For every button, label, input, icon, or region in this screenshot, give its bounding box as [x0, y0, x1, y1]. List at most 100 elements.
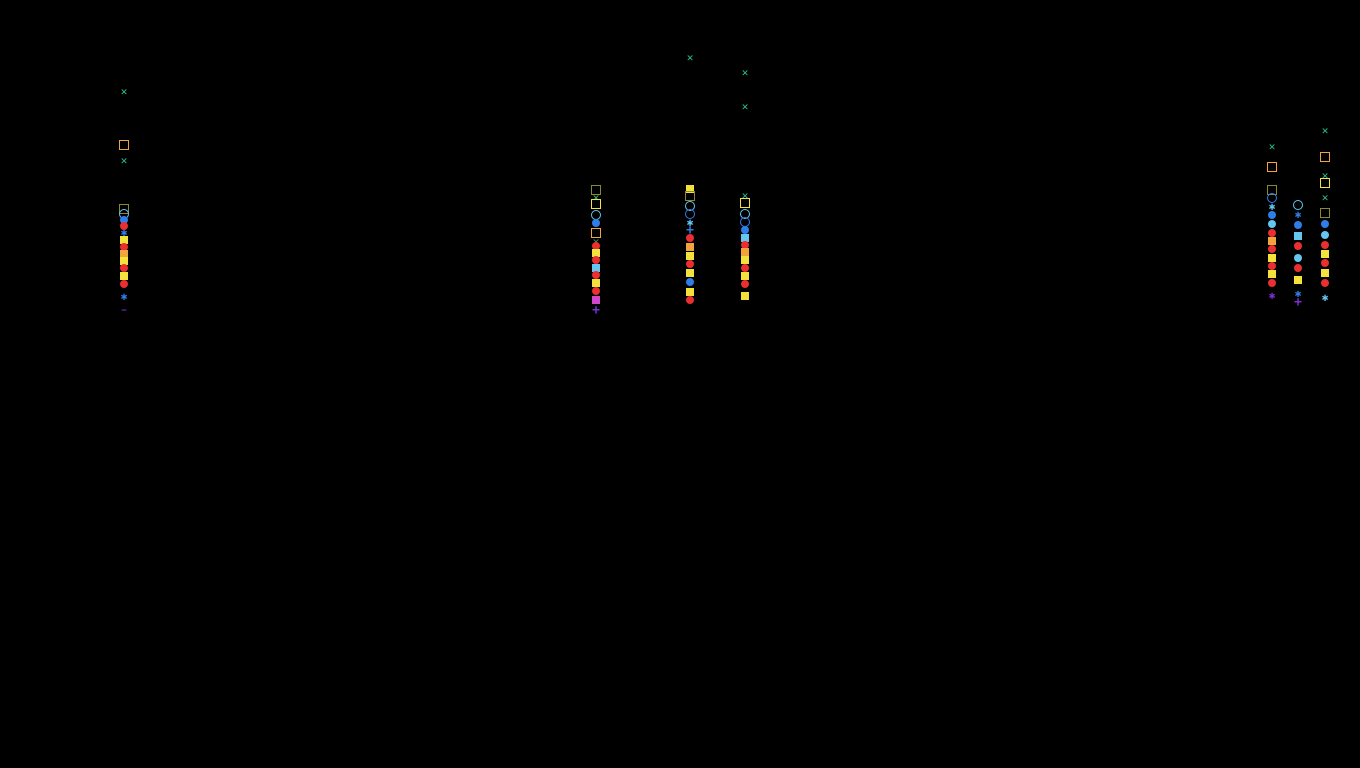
data-point	[1268, 279, 1276, 287]
data-point: ✱	[120, 292, 128, 300]
data-point	[685, 191, 695, 201]
data-point	[741, 264, 749, 272]
data-point	[1294, 242, 1302, 250]
data-point	[741, 248, 749, 256]
data-point	[592, 242, 600, 250]
scatter-chart: ✕✕✱✱—✕✕+✕✱+✕✕✕✕✱✱✱✱+✕✕✕✱	[0, 0, 1360, 768]
data-point	[740, 198, 750, 208]
data-point	[1294, 254, 1302, 262]
data-point	[741, 234, 749, 242]
data-point	[120, 280, 128, 288]
data-point	[592, 256, 600, 264]
data-point	[120, 264, 128, 272]
data-point	[686, 260, 694, 268]
data-point: ✕	[120, 156, 128, 164]
data-point	[1320, 208, 1330, 218]
data-point	[119, 140, 129, 150]
data-point	[120, 250, 128, 258]
data-point: ✱	[1268, 202, 1276, 210]
data-point: ✱	[686, 218, 694, 226]
data-point	[1321, 259, 1329, 267]
data-point	[591, 185, 601, 195]
data-point	[1268, 211, 1276, 219]
data-point	[591, 210, 601, 220]
data-point: ✕	[1321, 171, 1329, 179]
data-point: ✱	[1294, 210, 1302, 218]
data-point	[1268, 245, 1276, 253]
data-point	[741, 256, 749, 264]
data-point: ✕	[1268, 142, 1276, 150]
data-point	[1268, 237, 1276, 245]
data-point	[591, 199, 601, 209]
data-point	[1268, 270, 1276, 278]
data-point	[685, 201, 695, 211]
data-point: ✱	[120, 228, 128, 236]
data-point	[1268, 262, 1276, 270]
data-point	[120, 236, 128, 244]
data-point	[1267, 185, 1277, 195]
data-point	[592, 279, 600, 287]
data-point: ✕	[120, 87, 128, 95]
data-point: +	[592, 306, 600, 314]
data-point	[592, 271, 600, 279]
data-point	[1321, 269, 1329, 277]
data-point	[686, 288, 694, 296]
data-point	[1267, 162, 1277, 172]
data-point: ✕	[686, 53, 694, 61]
data-point	[119, 209, 129, 219]
data-point	[741, 226, 749, 234]
data-point	[686, 185, 694, 193]
data-point: —	[120, 306, 128, 314]
data-point: ✕	[1321, 193, 1329, 201]
data-point	[120, 243, 128, 251]
data-point	[740, 209, 750, 219]
data-point	[1267, 193, 1277, 203]
data-point	[1320, 152, 1330, 162]
data-point	[1294, 276, 1302, 284]
data-point: ✕	[741, 68, 749, 76]
data-point: ✕	[592, 237, 600, 245]
data-point: ✕	[1321, 126, 1329, 134]
data-point	[1321, 250, 1329, 258]
data-point	[120, 257, 128, 265]
data-point	[686, 252, 694, 260]
data-point	[120, 272, 128, 280]
data-point	[741, 241, 749, 249]
data-point	[686, 243, 694, 251]
data-point: ✱	[1268, 291, 1276, 299]
data-point: ✱	[1294, 289, 1302, 297]
data-point	[119, 204, 129, 214]
data-point	[741, 272, 749, 280]
data-point	[1321, 220, 1329, 228]
data-point	[592, 249, 600, 257]
data-point	[1321, 279, 1329, 287]
data-point	[686, 296, 694, 304]
data-point	[1294, 221, 1302, 229]
data-point	[686, 269, 694, 277]
data-point	[686, 278, 694, 286]
data-point	[591, 228, 601, 238]
data-point	[1294, 232, 1302, 240]
data-point: ✕	[592, 193, 600, 201]
data-point	[1268, 254, 1276, 262]
data-point	[120, 222, 128, 230]
data-point	[1293, 200, 1303, 210]
data-point: ✱	[1321, 293, 1329, 301]
data-point	[1294, 264, 1302, 272]
data-point	[1321, 241, 1329, 249]
data-point	[1321, 231, 1329, 239]
data-point	[686, 234, 694, 242]
data-point	[592, 296, 600, 304]
data-point	[120, 216, 128, 224]
data-point: +	[1294, 298, 1302, 306]
data-point	[685, 209, 695, 219]
data-point	[1268, 229, 1276, 237]
data-point	[592, 264, 600, 272]
data-point	[740, 217, 750, 227]
data-point	[592, 219, 600, 227]
data-point	[741, 292, 749, 300]
data-point: ✕	[741, 191, 749, 199]
data-point	[1268, 220, 1276, 228]
data-point: ✕	[741, 102, 749, 110]
data-point	[1320, 178, 1330, 188]
